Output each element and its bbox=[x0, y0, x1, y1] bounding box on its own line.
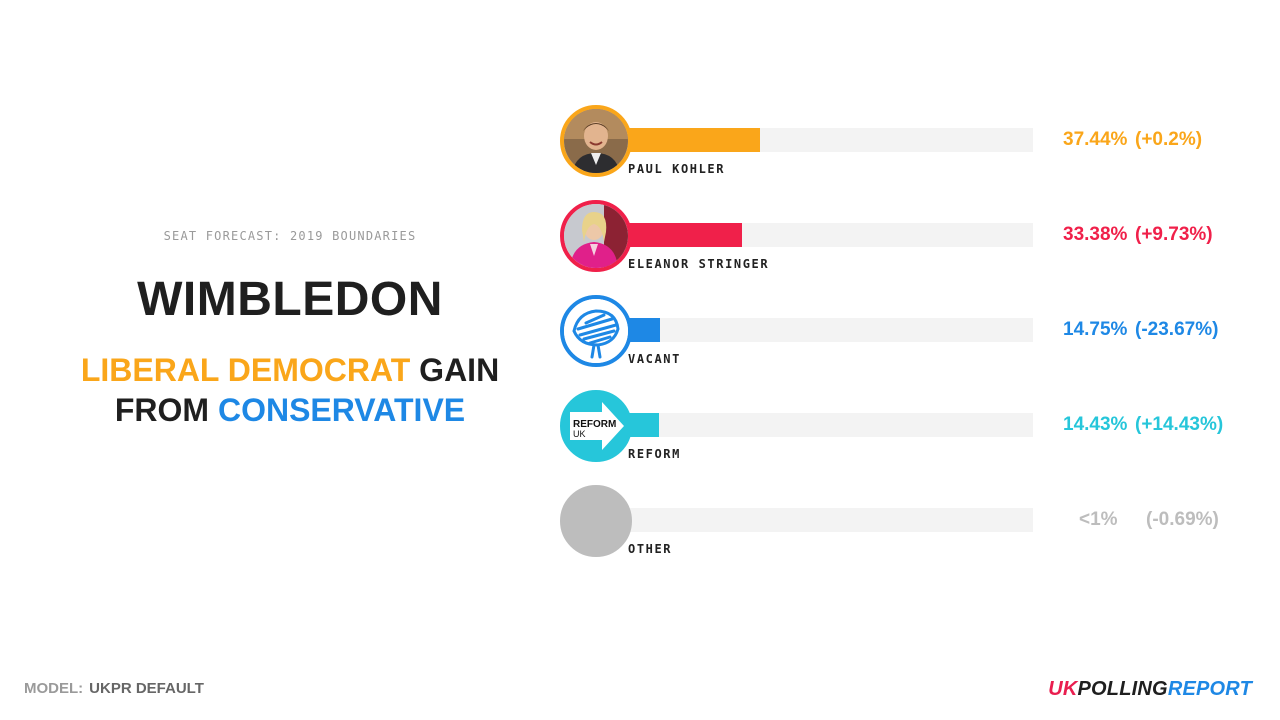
forecast-subtitle: SEAT FORECAST: 2019 BOUNDARIES bbox=[163, 229, 417, 243]
model-value: UKPR DEFAULT bbox=[89, 680, 204, 697]
gain-text: GAIN bbox=[410, 352, 500, 388]
candidate-row: PAUL KOHLER 37.44% (+0.2%) bbox=[560, 105, 1260, 179]
vote-change-label: (+0.2%) bbox=[1135, 129, 1203, 150]
reform-uk-arrow-icon-graphic: REFORM UK bbox=[564, 394, 628, 458]
candidate-name: ELEANOR STRINGER bbox=[628, 257, 770, 271]
candidate-photo-icon bbox=[560, 105, 632, 177]
candidate-row: OTHER <1% (-0.69%) bbox=[560, 485, 1260, 559]
logo-report: REPORT bbox=[1167, 678, 1252, 700]
vote-change-label: (+9.73%) bbox=[1135, 224, 1213, 245]
bar-track bbox=[596, 128, 1033, 152]
svg-text:UK: UK bbox=[573, 429, 586, 439]
candidate-name: OTHER bbox=[628, 542, 673, 556]
vote-change-label: (+14.43%) bbox=[1135, 414, 1224, 435]
candidate-photo-icon-graphic bbox=[564, 204, 628, 268]
logo-uk: UK bbox=[1048, 678, 1078, 700]
vote-share-label: <1% bbox=[1079, 509, 1118, 530]
vote-change-label: (-0.69%) bbox=[1146, 509, 1219, 530]
bar-track bbox=[596, 413, 1033, 437]
bar-track bbox=[596, 223, 1033, 247]
bar-track bbox=[596, 318, 1033, 342]
candidate-row: ELEANOR STRINGER 33.38% (+9.73%) bbox=[560, 200, 1260, 274]
bar-track bbox=[596, 508, 1033, 532]
reform-uk-arrow-icon: REFORM UK bbox=[560, 390, 632, 462]
seat-summary-panel: SEAT FORECAST: 2019 BOUNDARIES WIMBLEDON… bbox=[40, 0, 540, 720]
conservative-tree-icon bbox=[560, 295, 632, 367]
vote-share-label: 37.44% bbox=[1063, 129, 1128, 150]
seat-name: WIMBLEDON bbox=[137, 273, 443, 326]
result-headline: LIBERAL DEMOCRAT GAIN FROM CONSERVATIVE bbox=[40, 350, 540, 430]
candidate-row: REFORM UK REFORM 14.43% (+14.43%) bbox=[560, 390, 1260, 464]
vote-share-label: 14.75% bbox=[1063, 319, 1128, 340]
candidate-row: VACANT 14.75% (-23.67%) bbox=[560, 295, 1260, 369]
candidate-name: PAUL KOHLER bbox=[628, 162, 726, 176]
vote-change-label: (-23.67%) bbox=[1135, 319, 1219, 340]
grey-circle-icon bbox=[560, 485, 632, 557]
from-text: FROM bbox=[114, 392, 218, 428]
candidate-name: VACANT bbox=[628, 352, 681, 366]
candidate-photo-icon-graphic bbox=[564, 109, 628, 173]
candidate-photo-icon bbox=[560, 200, 632, 272]
model-label: MODEL: UKPR DEFAULT bbox=[24, 680, 204, 697]
winning-party: LIBERAL DEMOCRAT bbox=[80, 352, 411, 388]
ukpollingreport-logo[interactable]: UKPOLLINGREPORT bbox=[1048, 678, 1252, 701]
candidate-name: REFORM bbox=[628, 447, 681, 461]
svg-text:REFORM: REFORM bbox=[573, 419, 616, 430]
model-label-text: MODEL: bbox=[24, 680, 84, 697]
logo-polling: POLLING bbox=[1077, 678, 1168, 700]
losing-party: CONSERVATIVE bbox=[217, 392, 466, 428]
vote-share-label: 14.43% bbox=[1063, 414, 1128, 435]
conservative-tree-icon-graphic bbox=[564, 299, 628, 363]
vote-share-label: 33.38% bbox=[1063, 224, 1128, 245]
